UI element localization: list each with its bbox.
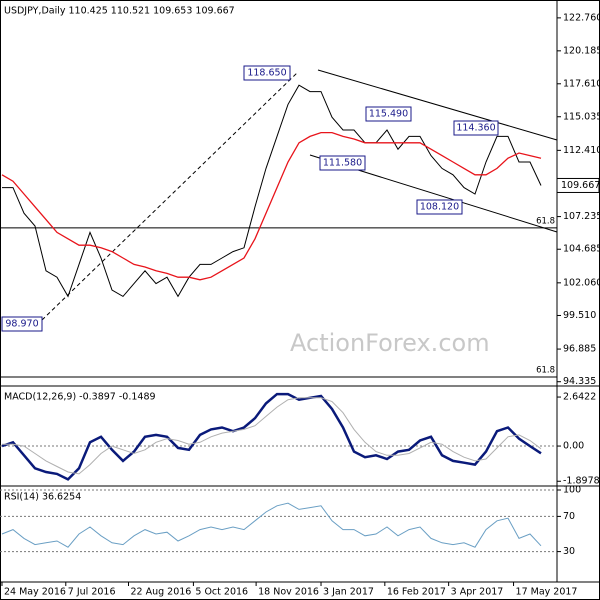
y-tick-label: 112.410 [563, 145, 600, 156]
annotation: 108.120 [420, 202, 459, 213]
x-tick-label: 22 Aug 2016 [130, 587, 191, 598]
annotation: 114.360 [456, 123, 495, 134]
annotation: 115.490 [369, 109, 408, 120]
annotation: 118.650 [247, 68, 286, 79]
series-line [2, 397, 542, 475]
y-tick-label: 120.185 [563, 45, 600, 56]
annotation-box [1, 316, 43, 332]
annotation: 98.970 [5, 319, 38, 330]
y-tick-label: 0.00 [563, 441, 584, 452]
x-tick-label: 7 Jul 2016 [68, 587, 116, 598]
series-line [1, 502, 542, 548]
y-tick-label: 99.510 [563, 310, 596, 321]
y-tick-label: 104.685 [563, 244, 600, 255]
annotation-box [365, 106, 412, 122]
trend-line [41, 71, 299, 321]
x-tick-label: 24 May 2016 [4, 587, 66, 598]
y-tick-label: 117.610 [563, 78, 600, 89]
y-tick-label: 107.235 [563, 211, 600, 222]
y-tick-label: 94.335 [563, 376, 596, 387]
chart-title: USDJPY,Daily 110.425 110.521 109.653 109… [4, 6, 235, 17]
y-tick-label: 100 [563, 485, 581, 496]
series-line [1, 392, 542, 481]
y-tick-label: 96.885 [563, 344, 596, 355]
x-tick-label: 3 Apr 2017 [451, 587, 504, 598]
x-tick-label: 5 Oct 2016 [195, 587, 248, 598]
annotation: 111.580 [323, 158, 362, 169]
panel-title: RSI(14) 36.6254 [4, 492, 81, 503]
annotation-box [453, 120, 499, 136]
x-tick-label: 18 Nov 2016 [258, 587, 319, 598]
annotation-box [243, 65, 291, 81]
watermark: ActionForex.com [290, 329, 490, 357]
level-label: 61.8 [536, 366, 555, 376]
y-tick-label: 122.760 [563, 12, 600, 23]
y-tick-label: 30 [563, 546, 575, 557]
series-line [1, 131, 542, 281]
price-label: 109.667 [561, 180, 600, 191]
channel-line [317, 69, 558, 141]
x-tick-label: 16 Feb 2017 [387, 587, 446, 598]
y-tick-label: 2.6422 [563, 392, 596, 403]
level-label: 61.8 [536, 216, 555, 226]
x-tick-label: 17 May 2017 [516, 587, 578, 598]
annotation-box [416, 199, 463, 215]
price-box [556, 177, 600, 193]
annotation-box [319, 155, 366, 171]
y-tick-label: 70 [563, 511, 575, 522]
y-tick-label: -1.8978 [563, 476, 600, 487]
series-line [2, 84, 542, 298]
panel-title: MACD(12,26,9) -0.3897 -0.1489 [4, 392, 156, 403]
y-tick-label: 102.060 [563, 277, 600, 288]
x-tick-label: 3 Jan 2017 [323, 587, 374, 598]
y-tick-label: 115.035 [563, 111, 600, 122]
